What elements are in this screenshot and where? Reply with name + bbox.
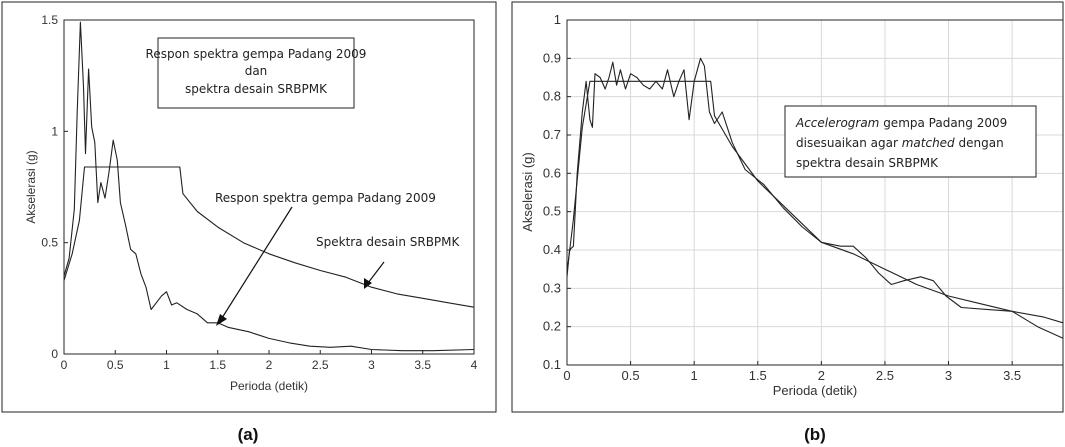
x-tick-label: 4	[471, 358, 478, 372]
chart-b-frame	[511, 1, 1064, 413]
x-tick-label: 2	[266, 358, 273, 372]
y-tick-label: 1.5	[41, 13, 58, 27]
x-tick-label: 2.5	[876, 368, 894, 383]
chart-a-legend-line-2: dan	[245, 64, 268, 78]
chart-a-legend-line-1: Respon spektra gempa Padang 2009	[146, 47, 367, 61]
x-tick-label: 3	[945, 368, 952, 383]
chart-a-y-axis-label: Akselerasi (g)	[24, 150, 38, 223]
y-tick-label: 0.5	[41, 236, 58, 250]
chart-b-legend-line-1: Accelerogram gempa Padang 2009	[795, 116, 1007, 130]
x-tick-label: 0	[61, 358, 68, 372]
x-tick-label: 0.5	[107, 358, 124, 372]
chart-b-legend-box	[784, 105, 1037, 178]
y-tick-label: 1	[51, 124, 58, 138]
y-tick-label: 0.2	[543, 319, 561, 334]
x-tick-label: 2	[818, 368, 825, 383]
series-line-1	[566, 57, 1064, 339]
chart-a-annotation-response: Respon spektra gempa Padang 2009	[215, 191, 436, 205]
chart-b-x-axis-label: Perioda (detik)	[773, 383, 858, 398]
chart-a-legend-box	[157, 37, 355, 109]
y-tick-label: 0	[51, 347, 58, 361]
chart-a: 0 0.5 1 1.5 2 2.5 3 3.5 4 0 0.5 1 1.5 Perioda (detik…	[1, 1, 497, 413]
panel-label-b: (b)	[804, 425, 826, 444]
x-tick-label: 0	[563, 368, 570, 383]
series-line-2	[566, 80, 1064, 324]
x-tick-label: 1	[691, 368, 698, 383]
chart-b-axes	[566, 19, 1064, 366]
chart-a-arrow-design	[367, 261, 385, 284]
x-tick-label: 1.5	[209, 358, 226, 372]
series-line-2	[63, 166, 475, 308]
chart-a-arrowhead-response	[216, 314, 227, 326]
series-line-1	[63, 21, 475, 352]
chart-b-ticks: 0 0.5 1 1.5 2 2.5 3 3.5 0.1 0.2 0.3 0.4 0.5 0.6 0.7 0.8…	[543, 12, 1021, 383]
chart-a-annotation-design: Spektra desain SRBPMK	[316, 235, 461, 249]
y-tick-label: 0.7	[543, 127, 561, 142]
x-tick-label: 3	[368, 358, 375, 372]
chart-a-arrowhead-design	[364, 278, 372, 289]
x-tick-label: 1	[163, 358, 170, 372]
chart-b-legend-line-3: spektra desain SRBPMK	[796, 156, 939, 170]
chart-b-y-axis-label: Akselerasi (g)	[520, 152, 535, 231]
panel-label-a: (a)	[238, 425, 259, 444]
y-tick-label: 0.1	[543, 357, 561, 372]
chart-a-arrow-response	[221, 206, 293, 319]
chart-b-legend-line-2: disesuaikan agar matched dengan	[796, 136, 1004, 150]
y-tick-label: 0.3	[543, 280, 561, 295]
x-tick-label: 3.5	[1003, 368, 1021, 383]
chart-a-x-axis-label: Perioda (detik)	[230, 379, 308, 393]
y-tick-label: 0.8	[543, 89, 561, 104]
y-tick-label: 0.9	[543, 50, 561, 65]
x-tick-label: 2.5	[312, 358, 329, 372]
y-tick-label: 0.6	[543, 165, 561, 180]
y-tick-label: 1	[554, 12, 561, 27]
x-tick-label: 0.5	[622, 368, 640, 383]
y-tick-label: 0.5	[543, 204, 561, 219]
chart-a-legend-line-3: spektra desain SRBPMK	[185, 82, 328, 96]
y-tick-label: 0.4	[543, 242, 561, 257]
x-tick-label: 1.5	[749, 368, 767, 383]
x-tick-label: 3.5	[414, 358, 431, 372]
chart-b-series	[566, 57, 1064, 339]
chart-a-series	[63, 21, 475, 352]
chart-b: 0 0.5 1 1.5 2 2.5 3 3.5 0.1 0.2 0.3 0.4 0.5 0.6 0.7 0.8…	[511, 1, 1064, 413]
